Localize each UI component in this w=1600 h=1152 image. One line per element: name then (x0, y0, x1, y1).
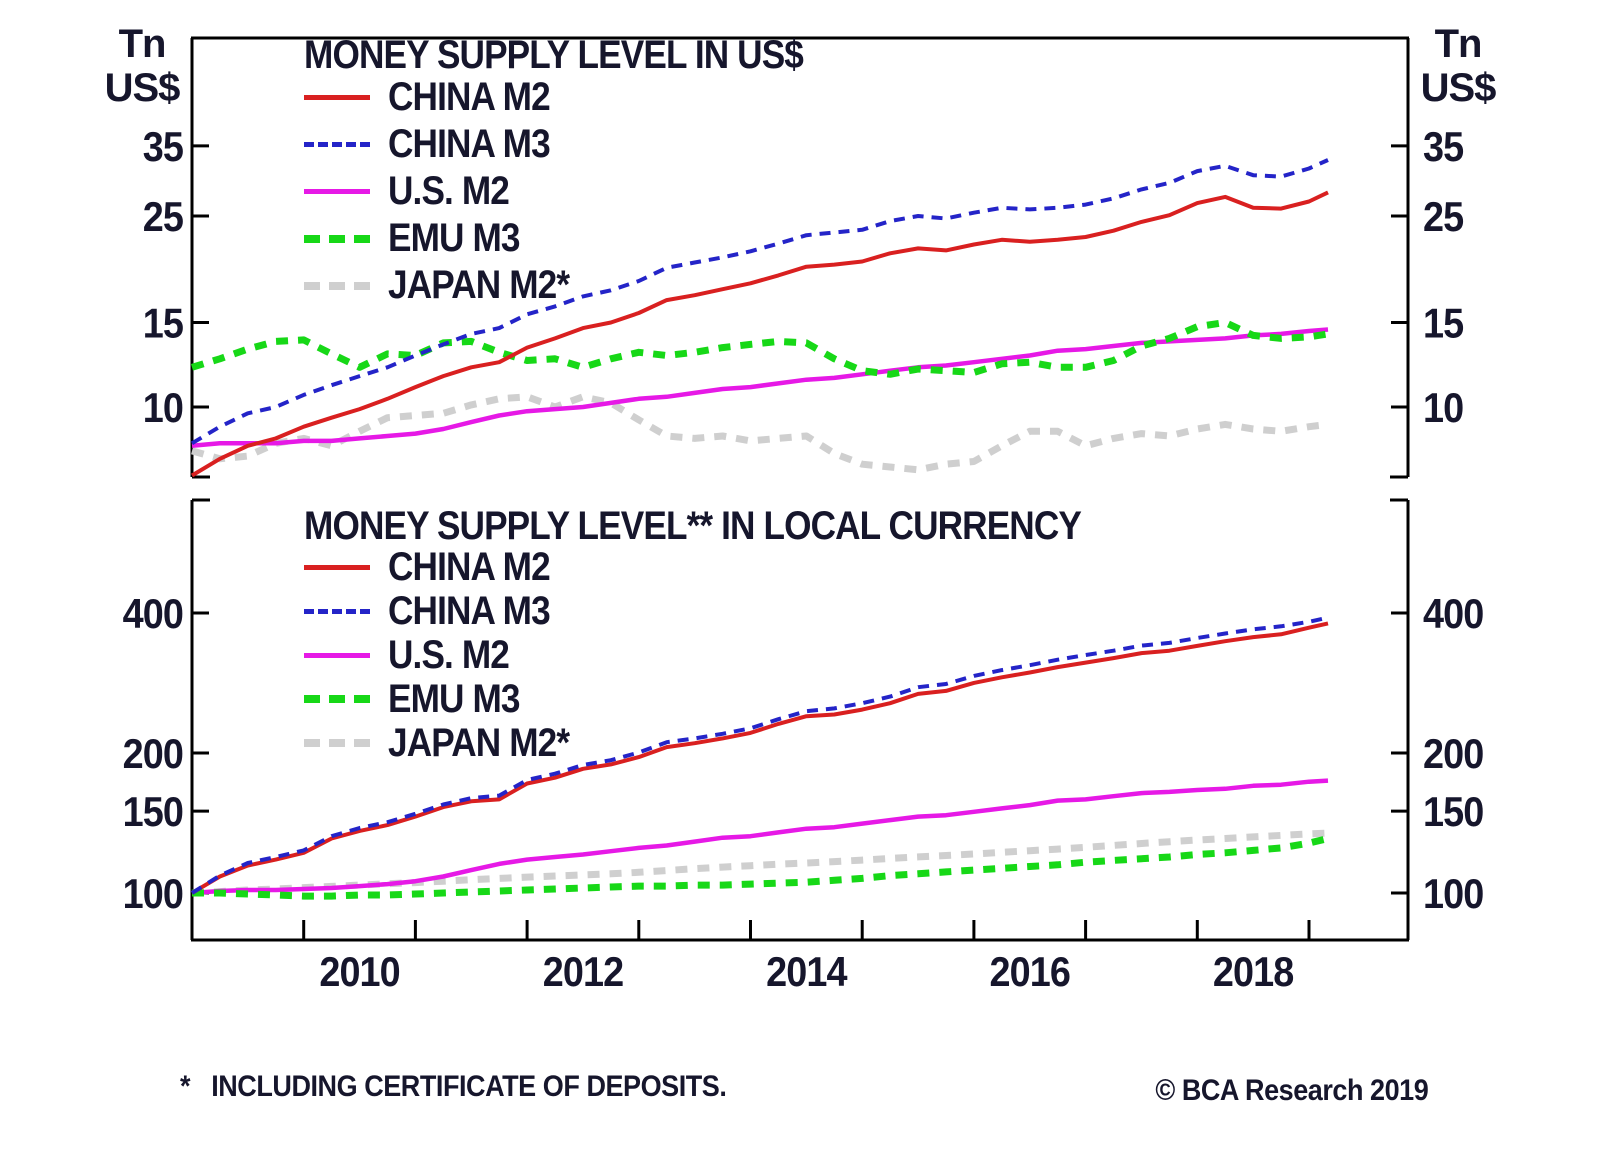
legend-item-label: CHINA M2 (388, 75, 551, 119)
y-tick-label: 25 (1423, 194, 1464, 240)
y-tick-label: 15 (1423, 301, 1464, 347)
legend-swatch-line (304, 142, 370, 147)
copyright-notice: © BCA Research 2019 (1155, 1074, 1428, 1107)
chart-title-top: MONEY SUPPLY LEVEL IN US$ (304, 33, 804, 77)
legend-item: CHINA M3 (304, 589, 1187, 633)
y-tick-label: 400 (1423, 591, 1483, 637)
legend-item-label: CHINA M3 (388, 588, 551, 633)
y-axis-unit-line1: Tn (1434, 22, 1483, 66)
legend-item-label: CHINA M2 (388, 544, 551, 589)
y-axis-unit-right: Tn US$ (1412, 22, 1504, 110)
series-line-emu-m3 (192, 835, 1329, 900)
x-tick-label: 2010 (319, 949, 399, 995)
legend-item: JAPAN M2* (304, 721, 1187, 765)
legend-panel-local-currency: MONEY SUPPLY LEVEL** IN LOCAL CURRENCY C… (304, 504, 1187, 765)
legend-item: EMU M3 (304, 677, 1187, 721)
series-line-u-s-m2 (191, 778, 1329, 896)
y-tick-label: 100 (123, 871, 183, 917)
series-line-china-m2 (190, 190, 1329, 478)
chart-title-bottom: MONEY SUPPLY LEVEL** IN LOCAL CURRENCY (304, 504, 1082, 548)
x-tick-label: 2012 (543, 949, 623, 995)
y-axis-unit-left: Tn US$ (96, 22, 188, 110)
legend-swatch-line (304, 189, 370, 194)
series-line-china-m3 (190, 158, 1329, 446)
x-tick-label: 2018 (1213, 949, 1293, 995)
legend-swatch-line (304, 739, 370, 747)
y-tick-label: 200 (1423, 731, 1483, 777)
series-line-china-m3 (190, 615, 1329, 895)
legend-item-label: CHINA M3 (388, 122, 551, 166)
legend-item: U.S. M2 (304, 633, 1187, 677)
legend-item: CHINA M2 (304, 545, 1187, 589)
legend-item: JAPAN M2* (304, 262, 871, 309)
legend-item: CHINA M3 (304, 121, 871, 168)
legend-item-label: EMU M3 (388, 216, 521, 260)
y-axis-unit-line1: Tn (118, 22, 167, 66)
legend-item-label: U.S. M2 (388, 632, 510, 677)
legend-swatch-line (304, 95, 370, 100)
y-tick-label: 100 (1423, 871, 1483, 917)
legend-swatch-line (304, 234, 370, 243)
y-tick-label: 35 (1423, 124, 1464, 170)
y-axis-unit-line2: US$ (104, 66, 181, 110)
x-tick-label: 2014 (766, 949, 847, 995)
y-tick-label: 150 (1423, 789, 1483, 835)
legend-item-label: JAPAN M2* (388, 720, 570, 765)
footnote-line: * INCLUDING CERTIFICATE OF DEPOSITS. (180, 1070, 727, 1103)
legend-item: EMU M3 (304, 215, 871, 262)
y-tick-label: 150 (123, 789, 183, 835)
y-tick-label: 25 (143, 194, 184, 240)
legend-swatch-line (304, 281, 370, 290)
legend-item-label: U.S. M2 (388, 169, 510, 213)
series-line-emu-m3 (190, 319, 1329, 378)
y-axis-unit-line2: US$ (1420, 66, 1497, 110)
footnotes: * INCLUDING CERTIFICATE OF DEPOSITS. ** … (180, 992, 903, 1152)
y-tick-label: 10 (1423, 385, 1463, 431)
legend-item: CHINA M2 (304, 74, 871, 121)
y-tick-label: 200 (123, 731, 183, 777)
y-tick-label: 35 (143, 124, 184, 170)
legend-swatch-line (304, 608, 370, 614)
x-tick-label: 2016 (990, 949, 1070, 995)
legend-swatch-line (304, 564, 370, 570)
legend-item-label: JAPAN M2* (388, 263, 570, 307)
series-line-japan-m2- (191, 393, 1329, 474)
legend-item-label: EMU M3 (388, 676, 521, 721)
series-line-china-m2 (190, 621, 1329, 895)
legend-swatch-line (304, 652, 370, 658)
y-tick-label: 15 (143, 301, 184, 347)
legend-swatch-line (304, 695, 370, 703)
legend-item: U.S. M2 (304, 168, 871, 215)
series-line-japan-m2- (191, 829, 1329, 897)
y-tick-label: 400 (123, 591, 183, 637)
y-tick-label: 10 (143, 385, 183, 431)
legend-panel-us-dollar: MONEY SUPPLY LEVEL IN US$ CHINA M2 CHINA… (304, 33, 871, 309)
